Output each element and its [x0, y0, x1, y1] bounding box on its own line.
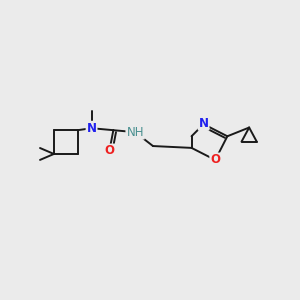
Text: N: N: [199, 117, 208, 130]
Text: N: N: [86, 122, 97, 135]
Text: O: O: [210, 154, 220, 166]
Text: O: O: [104, 145, 114, 158]
Text: NH: NH: [126, 126, 144, 139]
